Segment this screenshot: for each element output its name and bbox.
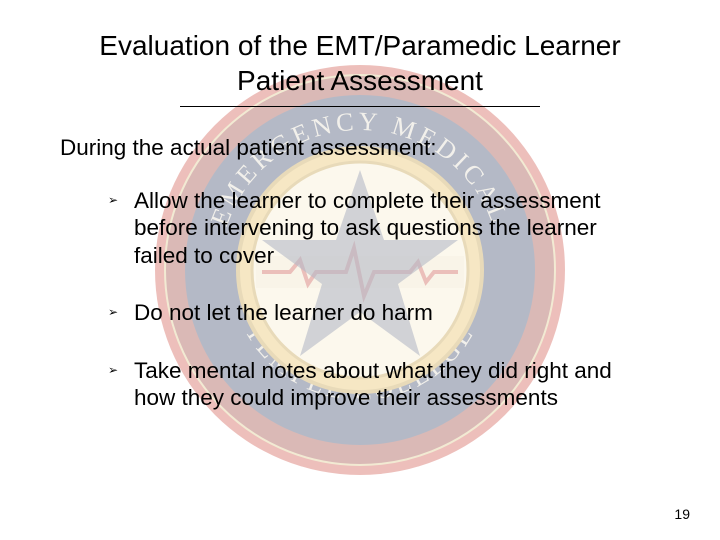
bullet-marker-icon: ➢: [108, 193, 118, 208]
title-line-2: Patient Assessment: [237, 65, 483, 96]
bullet-text: Allow the learner to complete their asse…: [134, 188, 600, 268]
title-line-1: Evaluation of the EMT/Paramedic Learner: [99, 30, 620, 61]
bullet-text: Take mental notes about what they did ri…: [134, 358, 612, 410]
slide-title: Evaluation of the EMT/Paramedic Learner …: [52, 28, 668, 98]
list-item: ➢ Allow the learner to complete their as…: [108, 187, 638, 269]
bullet-list: ➢ Allow the learner to complete their as…: [52, 187, 668, 412]
title-underline: [180, 106, 540, 107]
bullet-text: Do not let the learner do harm: [134, 300, 433, 325]
intro-text: During the actual patient assessment:: [60, 135, 668, 161]
bullet-marker-icon: ➢: [108, 363, 118, 378]
slide-container: Evaluation of the EMT/Paramedic Learner …: [0, 0, 720, 540]
bullet-marker-icon: ➢: [108, 305, 118, 320]
list-item: ➢ Take mental notes about what they did …: [108, 357, 638, 412]
list-item: ➢ Do not let the learner do harm: [108, 299, 638, 326]
page-number: 19: [674, 506, 690, 522]
